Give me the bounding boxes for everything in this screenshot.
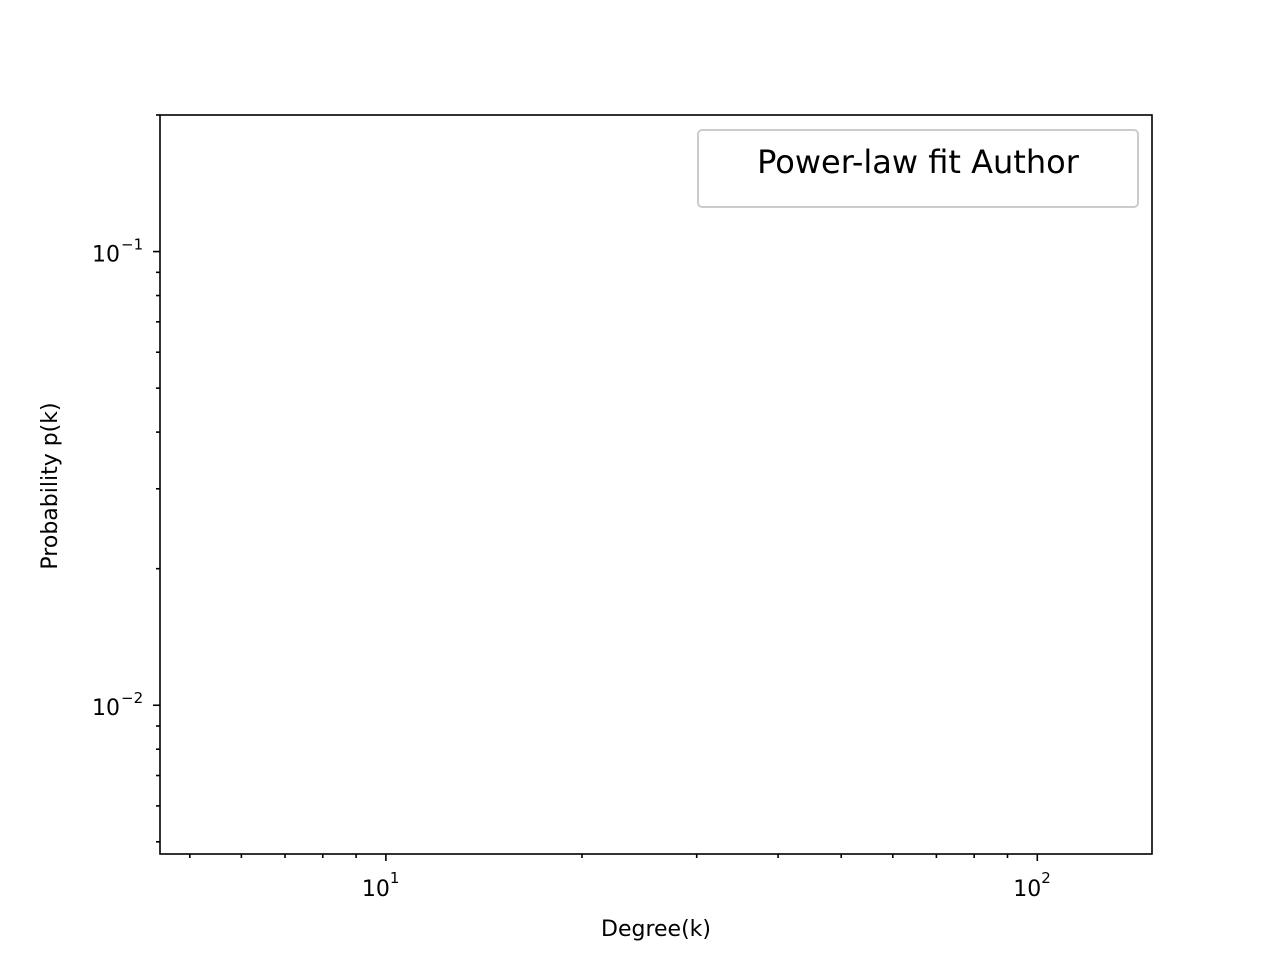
svg-text:10: 10 [92,243,120,268]
legend-entry-label: Power-law fit Author [757,143,1080,181]
x-tick-label-10: 10 1 [362,869,400,902]
svg-text:10: 10 [92,696,120,721]
svg-text:10: 10 [362,877,390,902]
y-tick-label-0.01: 10 −2 [92,689,143,721]
plot-frame [159,114,1153,855]
y-tick-base-0.1: 10 [92,243,120,268]
x-tick-exp-10: 1 [390,869,400,887]
x-tick-exp-100: 2 [1041,869,1051,887]
svg-text:10: 10 [1013,877,1041,902]
ticks-group [153,114,1039,861]
y-tick-exp-0.01: −2 [121,689,143,707]
x-axis-label: Degree(k) [601,917,711,942]
x-tick-base-10: 10 [362,877,390,902]
legend: Power-law fit Author [697,129,1139,208]
x-tick-label-100: 10 2 [1013,869,1051,902]
y-tick-exp-0.1: −1 [121,236,143,254]
x-tick-base-100: 10 [1013,877,1041,902]
y-axis-label: Probability p(k) [38,402,63,569]
legend-box [697,129,1139,208]
y-tick-base-0.01: 10 [92,696,120,721]
y-tick-label-0.1: 10 −1 [92,236,143,268]
